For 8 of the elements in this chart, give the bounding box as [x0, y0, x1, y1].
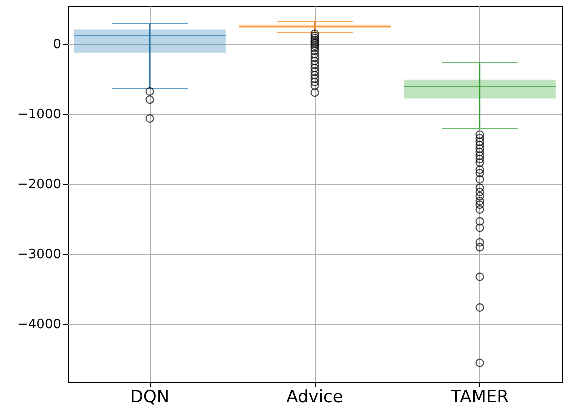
y-tick-label: 0	[53, 37, 62, 52]
y-tick-label: −1000	[18, 107, 62, 122]
x-tick-label: DQN	[130, 388, 170, 408]
x-tick-label: Advice	[286, 388, 344, 408]
x-tick-label: TAMER	[450, 388, 510, 408]
y-tick-label: −4000	[18, 317, 62, 332]
y-tick-label: −2000	[18, 177, 62, 192]
y-tick-label: −3000	[18, 247, 62, 262]
